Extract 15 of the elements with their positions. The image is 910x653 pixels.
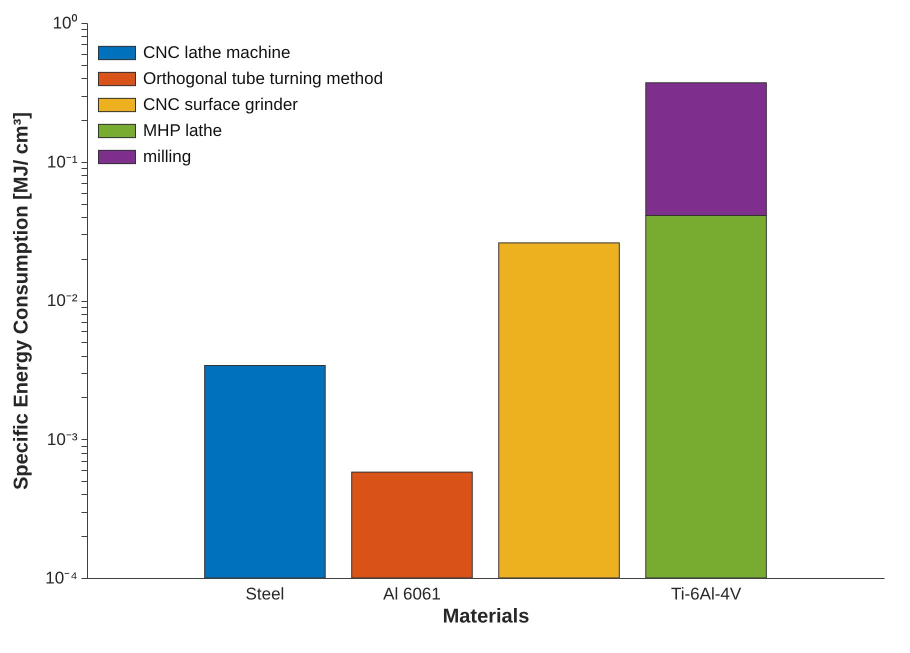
legend-label: milling <box>143 147 192 166</box>
y-tick-label: 10⁻³ <box>46 430 78 449</box>
x-axis-title: Materials <box>442 606 530 628</box>
x-tick-label: Ti-6Al-4V <box>670 584 742 604</box>
x-tick-label: Steel <box>246 584 284 604</box>
legend-label: CNC lathe machine <box>143 43 290 62</box>
legend-label: Orthogonal tube turning method <box>143 69 384 88</box>
legend-label: MHP lathe <box>143 121 222 140</box>
y-tick-label: 10⁰ <box>52 14 78 32</box>
x-tick-label: Al 6061 <box>383 584 441 604</box>
y-tick-label: 10⁻² <box>46 291 78 310</box>
y-axis-title: Specific Energy Consumption [MJ/ cm³] <box>10 112 32 490</box>
y-tick-label: 10⁻¹ <box>46 152 78 172</box>
legend-label: CNC surface grinder <box>143 95 298 114</box>
y-tick-label: 10⁻⁴ <box>45 568 78 588</box>
